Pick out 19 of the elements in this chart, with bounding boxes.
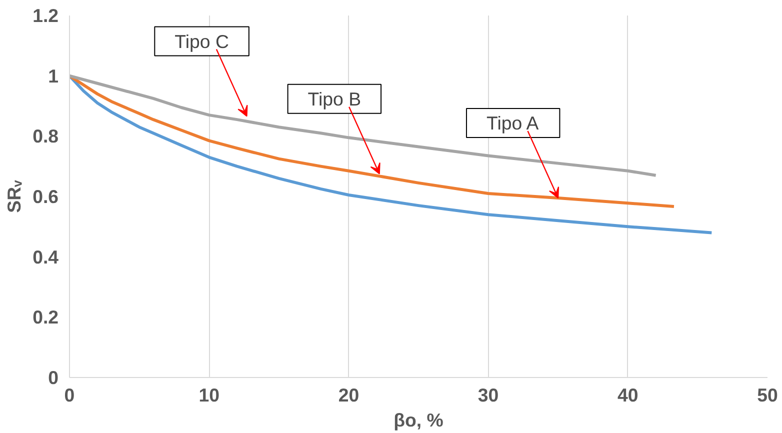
y-tick-label: 0.6: [32, 186, 59, 207]
x-tick-label: 20: [338, 384, 360, 406]
y-tick-label: 1.2: [32, 5, 59, 26]
x-tick-label: 0: [64, 384, 75, 406]
y-tick-label: 0: [48, 367, 59, 388]
x-tick-label: 10: [198, 384, 220, 406]
y-tick-label: 1: [48, 65, 59, 86]
y-tick-label: 0.4: [32, 246, 60, 268]
y-axis-title: SRᵥ: [4, 180, 25, 213]
x-axis-title: βo, %: [394, 410, 444, 430]
annotation: Tipo B: [308, 88, 362, 110]
y-tick-label: 0.2: [32, 306, 59, 328]
x-tick-label: 30: [478, 384, 499, 406]
annotation: Tipo A: [486, 112, 540, 134]
annotation: Tipo C: [174, 30, 229, 52]
x-tick-label: 50: [757, 384, 778, 406]
y-tick-label: 0.8: [32, 126, 59, 147]
x-tick-label: 40: [618, 384, 638, 406]
line-series: [70, 74, 658, 177]
